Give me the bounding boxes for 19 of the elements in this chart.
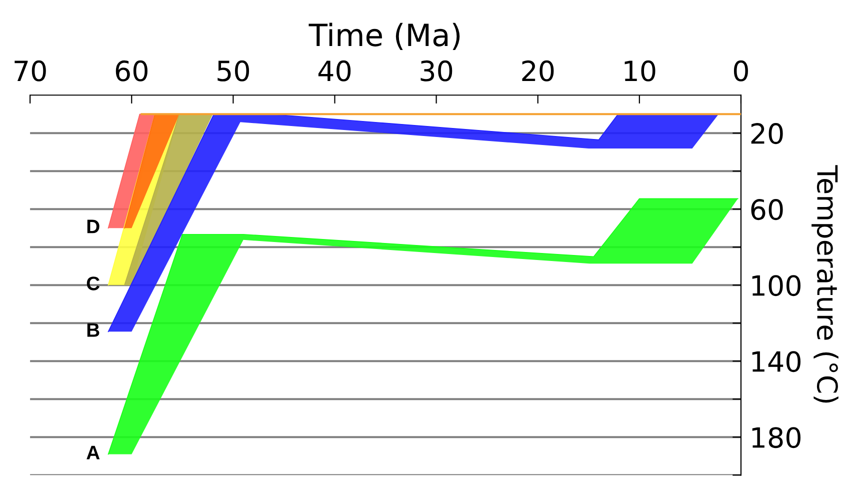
- y-tick-label: 180: [752, 427, 800, 448]
- y-axis-title: Temperature (°C): [812, 165, 838, 403]
- x-tick-label: 20: [522, 60, 554, 82]
- x-tick-label: 50: [218, 60, 250, 82]
- x-tick-label: 0: [734, 60, 748, 82]
- x-tick-label: 10: [624, 60, 656, 82]
- series-label: B: [87, 323, 100, 337]
- x-axis-title: Time (Ma): [308, 22, 460, 50]
- y-tick-label: 100: [752, 275, 800, 296]
- series-label: A: [86, 446, 100, 460]
- x-tick-label: 70: [14, 60, 46, 82]
- series-label: D: [87, 220, 100, 234]
- y-tick-label: 20: [751, 123, 783, 144]
- y-tick-label: 60: [751, 199, 783, 220]
- series-label: C: [86, 276, 100, 290]
- x-tick-label: 30: [420, 60, 452, 82]
- y-tick-label: 140: [752, 351, 800, 372]
- x-tick-label: 60: [116, 60, 148, 82]
- x-tick-label: 40: [318, 60, 351, 82]
